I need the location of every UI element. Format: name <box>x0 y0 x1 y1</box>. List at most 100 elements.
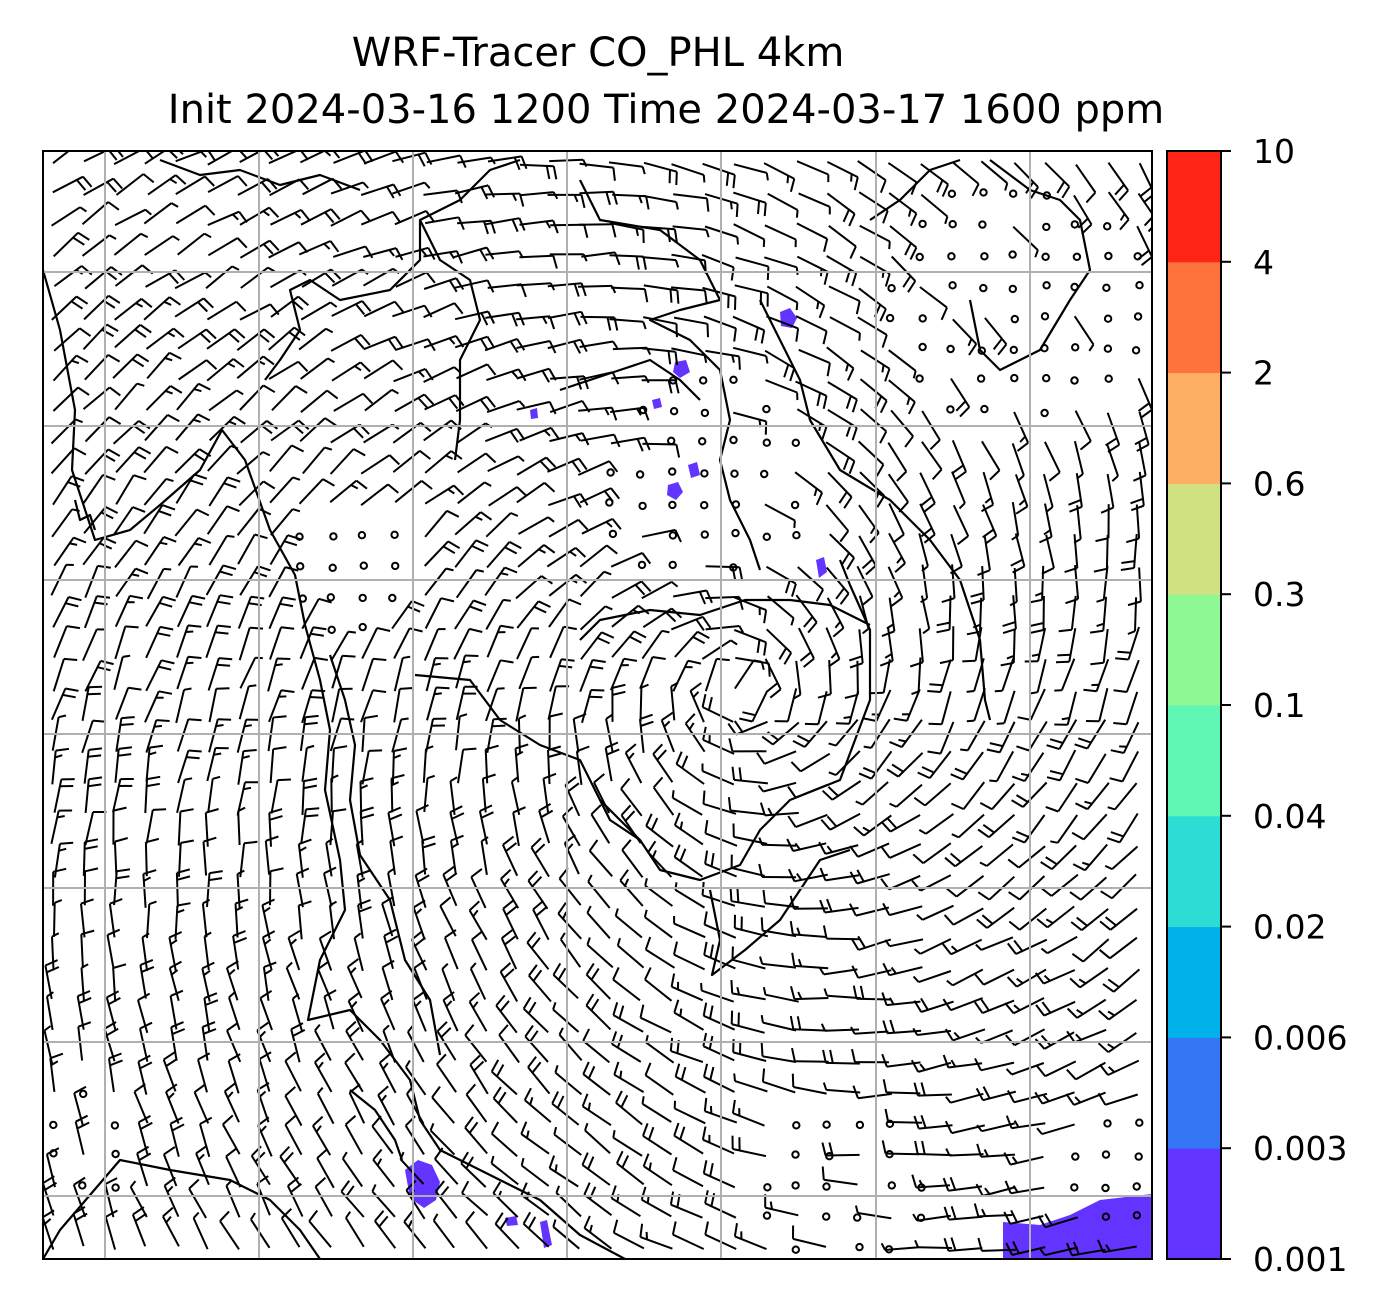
wind-barb <box>490 1155 519 1186</box>
wind-barb <box>363 335 404 351</box>
wind-barb <box>790 985 829 1001</box>
calm-wind-marker <box>668 531 678 540</box>
wind-barb <box>364 388 399 412</box>
wind-barb <box>176 655 202 690</box>
wind-barb <box>287 929 301 971</box>
wind-barb <box>137 1054 153 1095</box>
wind-barb <box>301 744 315 782</box>
calm-wind-marker <box>1010 314 1019 324</box>
wind-barb <box>701 639 738 660</box>
wind-barb <box>546 546 587 568</box>
wind-barb <box>1004 1180 1045 1195</box>
wind-barb <box>795 285 826 319</box>
wind-barb <box>547 193 586 209</box>
wind-barb <box>269 444 305 473</box>
wind-barb <box>759 956 797 969</box>
wind-barb <box>927 659 952 693</box>
wind-barb <box>359 777 374 816</box>
wind-barb <box>822 925 861 941</box>
wind-barb <box>611 580 652 599</box>
wind-barb <box>1127 567 1142 607</box>
wind-barb <box>975 936 1014 951</box>
wind-barb <box>733 163 769 181</box>
wind-barb <box>684 713 706 753</box>
wind-barb <box>1016 720 1048 752</box>
wind-barb <box>300 301 338 321</box>
wind-barb <box>360 183 402 199</box>
wind-barb <box>490 1059 518 1096</box>
wind-barb <box>642 194 679 210</box>
wind-barb <box>486 400 526 414</box>
wind-barb <box>442 865 458 907</box>
calm-wind-marker <box>79 1089 88 1099</box>
wind-barb <box>796 222 829 252</box>
wind-barb <box>195 1144 210 1186</box>
wind-barb <box>882 962 923 977</box>
wind-barb <box>1005 1062 1045 1076</box>
wind-barb <box>1036 1060 1077 1078</box>
wind-barb <box>1042 473 1054 513</box>
calm-wind-marker <box>1104 374 1113 383</box>
wind-barb <box>702 1002 736 1031</box>
wind-barb <box>1099 1059 1140 1076</box>
calm-wind-marker <box>111 1149 120 1159</box>
wind-barb <box>344 1114 363 1155</box>
wind-barb <box>73 1085 87 1127</box>
wind-barb <box>422 745 434 783</box>
wind-barb <box>644 1062 674 1096</box>
wind-barb <box>487 455 525 473</box>
wind-barb <box>952 504 970 546</box>
wind-barb <box>758 863 797 879</box>
wind-barb <box>828 225 857 259</box>
wind-barb <box>237 533 268 565</box>
wind-barb <box>547 745 562 785</box>
wind-barb <box>114 323 152 349</box>
wind-barb <box>114 746 133 783</box>
wind-barb <box>424 509 460 538</box>
wind-barb <box>578 223 617 238</box>
wind-barb <box>1068 473 1083 513</box>
wind-barb <box>734 284 769 307</box>
colorbar-segment <box>1167 705 1221 817</box>
wind-barb <box>936 595 952 634</box>
wind-barb <box>962 627 983 663</box>
wind-barb <box>382 1024 397 1063</box>
wind-barb <box>787 783 828 799</box>
wind-barb <box>500 868 520 909</box>
wind-barb <box>206 300 247 321</box>
wind-barb <box>175 473 208 504</box>
wind-barb <box>766 595 795 626</box>
wind-barb <box>739 690 769 723</box>
wind-barb <box>516 456 557 476</box>
calm-wind-marker <box>388 593 397 603</box>
wind-barb <box>1096 565 1109 603</box>
wind-barb <box>674 1063 706 1094</box>
wind-barb <box>469 962 487 1000</box>
calm-wind-marker <box>887 284 896 293</box>
wind-barb <box>1066 998 1107 1019</box>
wind-barb <box>1107 162 1129 202</box>
wind-barb <box>950 377 971 418</box>
calm-wind-marker <box>855 1242 864 1252</box>
wind-barb <box>829 533 855 570</box>
wind-barb <box>910 1059 952 1073</box>
wind-barb <box>52 151 90 164</box>
wind-barb <box>207 444 239 472</box>
tracer-patch <box>816 557 827 578</box>
wind-barb <box>927 721 955 755</box>
wind-barb <box>1102 968 1141 993</box>
wind-barb <box>1106 812 1139 844</box>
wind-barb <box>765 379 799 401</box>
wind-barb <box>887 442 908 482</box>
wind-barb <box>734 659 762 690</box>
wind-barb <box>271 385 308 411</box>
wind-barb <box>643 284 680 304</box>
wind-barb <box>74 1114 90 1155</box>
wind-barb <box>454 539 489 568</box>
calm-wind-marker <box>1070 376 1079 385</box>
wind-barb <box>331 687 353 723</box>
wind-barb <box>113 232 149 256</box>
calm-wind-marker <box>668 376 678 385</box>
wind-barb <box>143 202 179 225</box>
wind-barb <box>640 225 678 243</box>
